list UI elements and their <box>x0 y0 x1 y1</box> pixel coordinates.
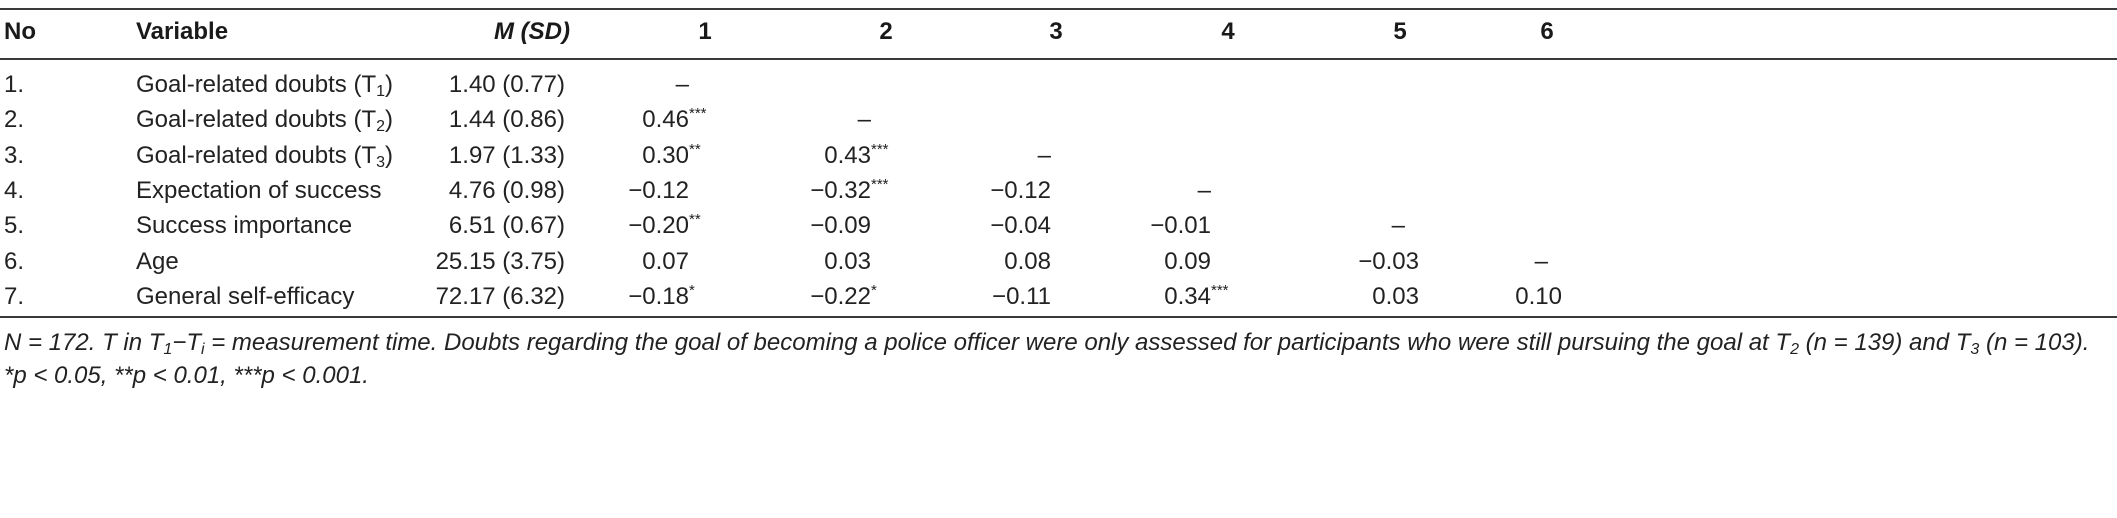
header-col-3: 3 <box>1049 18 1063 45</box>
cell-mean-sd: 4.76 (0.98) <box>448 177 565 204</box>
header-col-6: 6 <box>1540 18 1554 45</box>
cell-mean-sd: 72.17 (6.32) <box>435 283 565 310</box>
cell-variable: Expectation of success <box>136 177 382 204</box>
header-col-2: 2 <box>879 18 893 45</box>
cell-variable: Goal-related doubts (T3) <box>136 142 394 171</box>
cell-col-2: −0.22* <box>810 282 877 310</box>
cell-col-4: −0.01 <box>1150 212 1211 239</box>
cell-col-3: −0.11 <box>992 283 1051 310</box>
cell-no: 1. <box>4 71 25 98</box>
cell-col-1: −0.18* <box>628 282 695 310</box>
cell-col-3: 0.08 <box>1004 248 1051 275</box>
cell-no: 7. <box>4 283 25 310</box>
cell-col-5: – <box>1391 212 1405 239</box>
cell-variable: Success importance <box>136 212 353 239</box>
header-variable: Variable <box>136 18 229 45</box>
cell-col-3: – <box>1037 142 1051 169</box>
cell-col-2 <box>800 70 901 100</box>
cell-col-4 <box>1140 105 1241 135</box>
cell-col-2: 0.43*** <box>824 141 889 169</box>
cell-col-6: 0.10 <box>1515 283 1562 310</box>
footnote-subscript: i <box>201 341 205 358</box>
cell-col-1: −0.12 <box>628 177 689 204</box>
cell-col-2: −0.32*** <box>810 176 889 204</box>
cell-col-4: 0.34*** <box>1164 282 1229 310</box>
cell-variable: Age <box>136 248 179 275</box>
footnote-text: = measurement time. Doubts regarding the… <box>204 329 1791 356</box>
cell-col-5: 0.03 <box>1372 283 1419 310</box>
table-header-rule <box>0 58 2117 60</box>
table-bottom-rule <box>0 316 2117 318</box>
cell-mean-sd: 1.44 (0.86) <box>448 106 565 133</box>
cell-no: 3. <box>4 142 25 169</box>
cell-col-1: −0.20** <box>628 211 701 239</box>
cell-col-2: – <box>857 106 871 133</box>
table-top-rule <box>0 8 2117 10</box>
footnote-text: N = 172. T in T <box>4 329 164 356</box>
cell-col-1: 0.30** <box>642 141 701 169</box>
cell-col-2: −0.09 <box>810 212 871 239</box>
cell-mean-sd: 1.97 (1.33) <box>448 142 565 169</box>
footnote-text: (n = 103). *p < 0.05, **p < 0.01, ***p <… <box>4 329 2090 389</box>
cell-col-4: – <box>1197 177 1211 204</box>
cell-col-6: – <box>1534 248 1548 275</box>
cell-no: 2. <box>4 106 25 133</box>
cell-col-5: −0.03 <box>1358 248 1419 275</box>
cell-col-3 <box>970 105 1081 135</box>
cell-col-4: 0.09 <box>1164 248 1211 275</box>
header-col-1: 1 <box>698 18 712 45</box>
cell-col-2: 0.03 <box>824 248 871 275</box>
cell-col-4 <box>1140 141 1241 171</box>
cell-col-1: – <box>675 71 689 98</box>
footnote-text: (n = 139) and T <box>1798 329 1971 356</box>
header-col-4: 4 <box>1221 18 1235 45</box>
cell-col-3: −0.04 <box>990 212 1051 239</box>
cell-variable: Goal-related doubts (T2) <box>136 106 394 135</box>
cell-mean-sd: 25.15 (3.75) <box>435 248 565 275</box>
cell-col-4 <box>1140 70 1241 100</box>
cell-mean-sd: 6.51 (0.67) <box>448 212 565 239</box>
footnote-subscript: 1 <box>163 341 173 358</box>
cell-variable: General self-efficacy <box>136 283 355 310</box>
cell-no: 4. <box>4 177 25 204</box>
table-footnote: N = 172. T in T1−Ti = measurement time. … <box>4 326 2112 392</box>
footnote-text: −T <box>172 329 201 356</box>
cell-variable: Goal-related doubts (T1) <box>136 71 394 100</box>
cell-col-1: 0.07 <box>642 248 689 275</box>
cell-mean-sd: 1.40 (0.77) <box>448 71 565 98</box>
cell-col-1: 0.46*** <box>642 105 707 133</box>
cell-no: 5. <box>4 212 25 239</box>
footnote-subscript: 2 <box>1790 341 1799 358</box>
header-mean-sd: M (SD) <box>494 18 570 45</box>
footnote-subscript: 3 <box>1970 341 1980 358</box>
header-no: No <box>4 18 36 45</box>
header-col-5: 5 <box>1393 18 1407 45</box>
cell-col-3 <box>970 70 1081 100</box>
cell-no: 6. <box>4 248 25 275</box>
cell-col-3: −0.12 <box>990 177 1051 204</box>
